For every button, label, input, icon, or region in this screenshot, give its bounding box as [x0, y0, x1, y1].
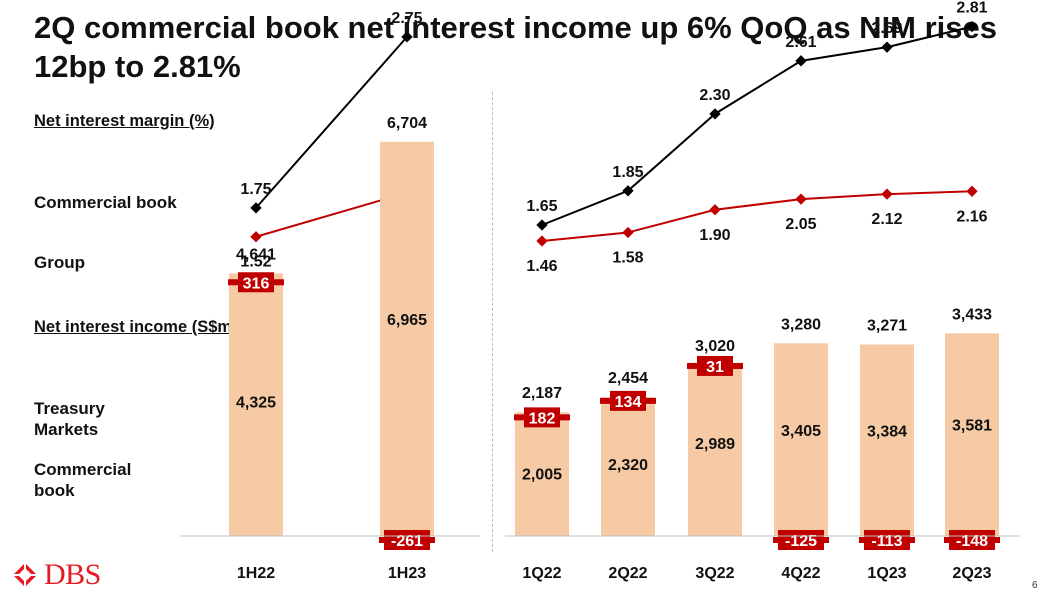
dbs-logo-text: DBS	[44, 558, 101, 591]
commercial-book-nim-point	[536, 219, 548, 231]
commercial-book-nim-label: 2.30	[699, 87, 730, 104]
group-nim-label: 2.12	[871, 211, 902, 228]
treasury-markets-badge	[384, 530, 430, 550]
category-label: 3Q22	[695, 565, 734, 582]
commercial-book-nim-line	[541, 25, 973, 226]
commercial-book-value: 3,405	[781, 423, 821, 440]
group-nim-label: Group	[34, 253, 85, 272]
treasury-markets-badge	[697, 355, 733, 376]
commercial-book-value: 6,965	[387, 312, 427, 329]
treasury-markets-value: 316	[243, 275, 270, 292]
commercial-book-nim-label: 1.65	[526, 198, 557, 215]
commercial-book-bar	[688, 366, 742, 536]
group-nim-point	[536, 235, 548, 247]
dbs-star-icon	[13, 563, 37, 587]
treasury-markets-value: 134	[615, 394, 642, 411]
commercial-book-nim-point	[966, 20, 978, 33]
nii-total-value: 3,271	[867, 317, 907, 334]
treasury-markets-label: Treasury Markets	[34, 399, 105, 439]
commercial-book-value: 2,989	[695, 436, 735, 453]
nii-total-value: 4,641	[236, 246, 276, 263]
commercial-book-nii-label: Commercial book	[34, 460, 132, 500]
nim-section-label: Net interest margin (%)	[34, 112, 215, 130]
commercial-book-nim-label: 2.81	[956, 0, 987, 17]
group-nim-line	[541, 190, 973, 242]
commercial-book-nim-point	[795, 55, 807, 67]
treasury-markets-value: -148	[956, 533, 988, 550]
commercial-book-bar	[601, 404, 655, 536]
category-label: 4Q22	[781, 565, 820, 582]
group-nim-point	[622, 226, 634, 239]
commercial-book-bar	[945, 333, 999, 536]
group-nim-point	[250, 231, 262, 243]
page-number: 6	[1032, 580, 1038, 591]
treasury-markets-badge	[949, 530, 995, 550]
group-nim-point	[966, 185, 978, 197]
category-label: 2Q23	[952, 565, 991, 582]
commercial-book-nim-label: 1.85	[612, 164, 643, 181]
nii-section-label: Net interest income (S$m)	[34, 318, 238, 336]
treasury-markets-value: -113	[871, 533, 902, 550]
commercial-book-nim-point	[250, 202, 262, 214]
group-nim-label: 1.52	[240, 254, 271, 271]
nii-total-value: 2,187	[522, 385, 562, 402]
commercial-book-nim-label: 2.61	[785, 34, 816, 51]
category-label: 1H23	[388, 565, 426, 582]
treasury-markets-badge	[778, 530, 824, 550]
nii-total-value: 3,280	[781, 316, 821, 333]
treasury-markets-badge	[238, 272, 274, 293]
commercial-book-bar	[380, 141, 434, 536]
commercial-book-nim-label: 2.69	[871, 20, 902, 37]
commercial-book-nim-label: 2.75	[391, 10, 422, 27]
group-nim-point	[795, 193, 807, 205]
treasury-markets-badge	[864, 530, 910, 550]
nii-total-value: 3,020	[695, 338, 735, 355]
commercial-book-nim-point	[881, 41, 893, 53]
treasury-markets-value: 182	[529, 410, 556, 427]
treasury-markets-badge	[610, 390, 646, 411]
category-label: 1Q22	[522, 565, 561, 582]
group-nim-label: 1.58	[612, 249, 643, 266]
commercial-book-bar	[515, 422, 569, 536]
commercial-book-nim-point	[401, 31, 413, 43]
panel-divider	[492, 92, 493, 552]
group-nim-label: 2.16	[956, 208, 987, 225]
nii-total-value: 3,433	[952, 306, 992, 323]
group-nim-label: 2.05	[785, 216, 816, 233]
treasury-markets-value: -261	[391, 533, 423, 550]
treasury-markets-value: -125	[785, 533, 817, 550]
commercial-book-value: 2,005	[522, 467, 562, 484]
treasury-markets-value: 31	[706, 359, 724, 376]
commercial-book-nim-label: 1.75	[240, 181, 271, 198]
commercial-book-bar	[774, 343, 828, 536]
group-nim-label: 1.46	[526, 258, 557, 275]
nii-total-value: 2,454	[608, 370, 648, 387]
commercial-book-nim-line	[255, 36, 408, 209]
commercial-book-value: 3,581	[952, 418, 992, 435]
commercial-book-nim-label: Commercial book	[34, 193, 177, 212]
dbs-logo: DBS	[12, 558, 101, 592]
slide-title: 2Q commercial book net interest income u…	[34, 10, 998, 84]
treasury-markets-badge	[524, 407, 560, 428]
group-nim-point	[709, 204, 721, 216]
category-label: 2Q22	[608, 565, 647, 582]
group-nim-point	[881, 188, 893, 200]
commercial-book-bar	[860, 344, 914, 536]
category-label: 1H22	[237, 565, 275, 582]
commercial-book-value: 2,320	[608, 457, 648, 474]
commercial-book-bar	[229, 291, 283, 536]
group-nim-label: 1.90	[699, 227, 730, 244]
nii-total-value: 6,704	[387, 115, 427, 132]
category-label: 1Q23	[867, 565, 906, 582]
commercial-book-value: 3,384	[867, 424, 907, 441]
commercial-book-nim-point	[622, 185, 634, 197]
commercial-book-value: 4,325	[236, 394, 276, 411]
